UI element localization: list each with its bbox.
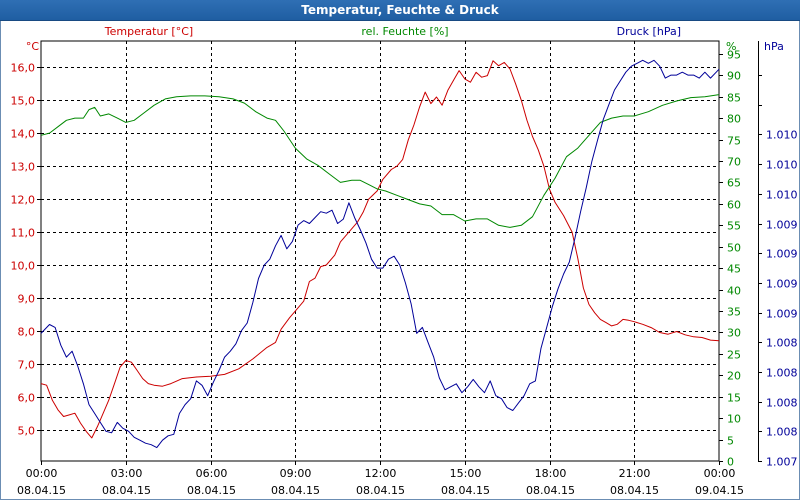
temperature-tick-label: 12,0 xyxy=(11,194,36,207)
humidity-tick-label: 10 xyxy=(727,413,741,426)
pressure-tick-label: 1.008 xyxy=(766,397,798,410)
legend-entry: Druck [hPa] xyxy=(617,25,681,38)
humidity-tick-label: 5 xyxy=(727,435,734,448)
x-tick-label-date: 08.04.15 xyxy=(356,484,405,497)
x-tick-label-time: 03:00 xyxy=(111,467,143,480)
humidity-tick-label: 90 xyxy=(727,70,741,83)
humidity-tick-label: 85 xyxy=(727,92,741,105)
legend-entry: Temperatur [°C] xyxy=(104,25,193,38)
humidity-tick-label: 75 xyxy=(727,135,741,148)
x-tick-label-time: 00:00 xyxy=(26,467,58,480)
chart-frame: 00:00 08.04.15 03:00 08.04.15 06:00 08.04.15 0… xyxy=(0,21,800,500)
temperature-tick-label: 7,0 xyxy=(18,359,36,372)
humidity-tick-label: 55 xyxy=(727,220,741,233)
x-tick-label-time: 15:00 xyxy=(450,467,482,480)
temperature-tick-label: 6,0 xyxy=(18,392,36,405)
humidity-tick-label: 45 xyxy=(727,263,741,276)
series-line-humidity xyxy=(40,94,720,228)
x-tick-label-time: 12:00 xyxy=(365,467,397,480)
pressure-axis-unit: hPa xyxy=(764,40,784,53)
series-line-temperature xyxy=(40,60,720,439)
humidity-axis-unit: % xyxy=(726,40,736,53)
pressure-tick-label: 1.008 xyxy=(766,367,798,380)
temperature-axis-unit: °C xyxy=(26,40,40,53)
humidity-tick-label: 15 xyxy=(727,392,741,405)
humidity-tick-label: 50 xyxy=(727,242,741,255)
x-tick-label-date: 08.04.15 xyxy=(102,484,151,497)
humidity-tick-label: 95 xyxy=(727,49,741,62)
humidity-tick-label: 60 xyxy=(727,199,741,212)
pressure-tick-label: 1.008 xyxy=(766,337,798,350)
x-tick-label-date: 08.04.15 xyxy=(526,484,575,497)
pressure-tick-label: 1.009 xyxy=(766,248,798,261)
x-tick-label-date: 08.04.15 xyxy=(271,484,320,497)
humidity-tick-label: 80 xyxy=(727,113,741,126)
humidity-tick-label: 65 xyxy=(727,177,741,190)
temperature-tick-label: 5,0 xyxy=(18,425,36,438)
pressure-tick-label: 1.010 xyxy=(766,159,798,172)
pressure-tick-label: 1.010 xyxy=(766,189,798,202)
humidity-tick-label: 0 xyxy=(727,456,734,469)
humidity-tick-label: 20 xyxy=(727,370,741,383)
x-tick-label-date: 08.04.15 xyxy=(187,484,236,497)
pressure-tick-label: 1.008 xyxy=(766,426,798,439)
x-tick-label-date: 08.04.15 xyxy=(17,484,66,497)
temperature-tick-label: 16,0 xyxy=(11,62,36,75)
temperature-tick-label: 8,0 xyxy=(18,326,36,339)
pressure-tick-label: 1.010 xyxy=(766,129,798,142)
legend-entry: rel. Feuchte [%] xyxy=(361,25,448,38)
temperature-tick-label: 15,0 xyxy=(11,95,36,108)
pressure-tick-label: 1.009 xyxy=(766,278,798,291)
humidity-tick-label: 40 xyxy=(727,285,741,298)
x-tick-label-date: 09.04.15 xyxy=(695,484,744,497)
temperature-tick-label: 11,0 xyxy=(11,227,36,240)
pressure-tick-label: 1.007 xyxy=(766,456,798,469)
x-tick-label-time: 21:00 xyxy=(619,467,651,480)
humidity-tick-label: 35 xyxy=(727,306,741,319)
x-tick-label-time: 18:00 xyxy=(535,467,567,480)
x-tick-label-time: 06:00 xyxy=(196,467,228,480)
x-tick-label-time: 09:00 xyxy=(280,467,312,480)
series-line-pressure xyxy=(40,59,720,449)
x-tick-label-time: 00:00 xyxy=(704,467,736,480)
pressure-tick-label: 1.009 xyxy=(766,219,798,232)
temperature-tick-label: 10,0 xyxy=(11,260,36,273)
window-title: Temperatur, Feuchte & Druck xyxy=(0,0,800,21)
temperature-tick-label: 13,0 xyxy=(11,161,36,174)
humidity-tick-label: 70 xyxy=(727,156,741,169)
humidity-tick-label: 30 xyxy=(727,327,741,340)
temperature-tick-label: 14,0 xyxy=(11,128,36,141)
pressure-tick-label: 1.009 xyxy=(766,308,798,321)
humidity-tick-label: 25 xyxy=(727,349,741,362)
x-tick-label-date: 08.04.15 xyxy=(441,484,490,497)
chart-area: 00:00 08.04.15 03:00 08.04.15 06:00 08.04.15 0… xyxy=(11,25,798,497)
temperature-tick-label: 9,0 xyxy=(18,293,36,306)
x-tick-label-date: 08.04.15 xyxy=(610,484,659,497)
